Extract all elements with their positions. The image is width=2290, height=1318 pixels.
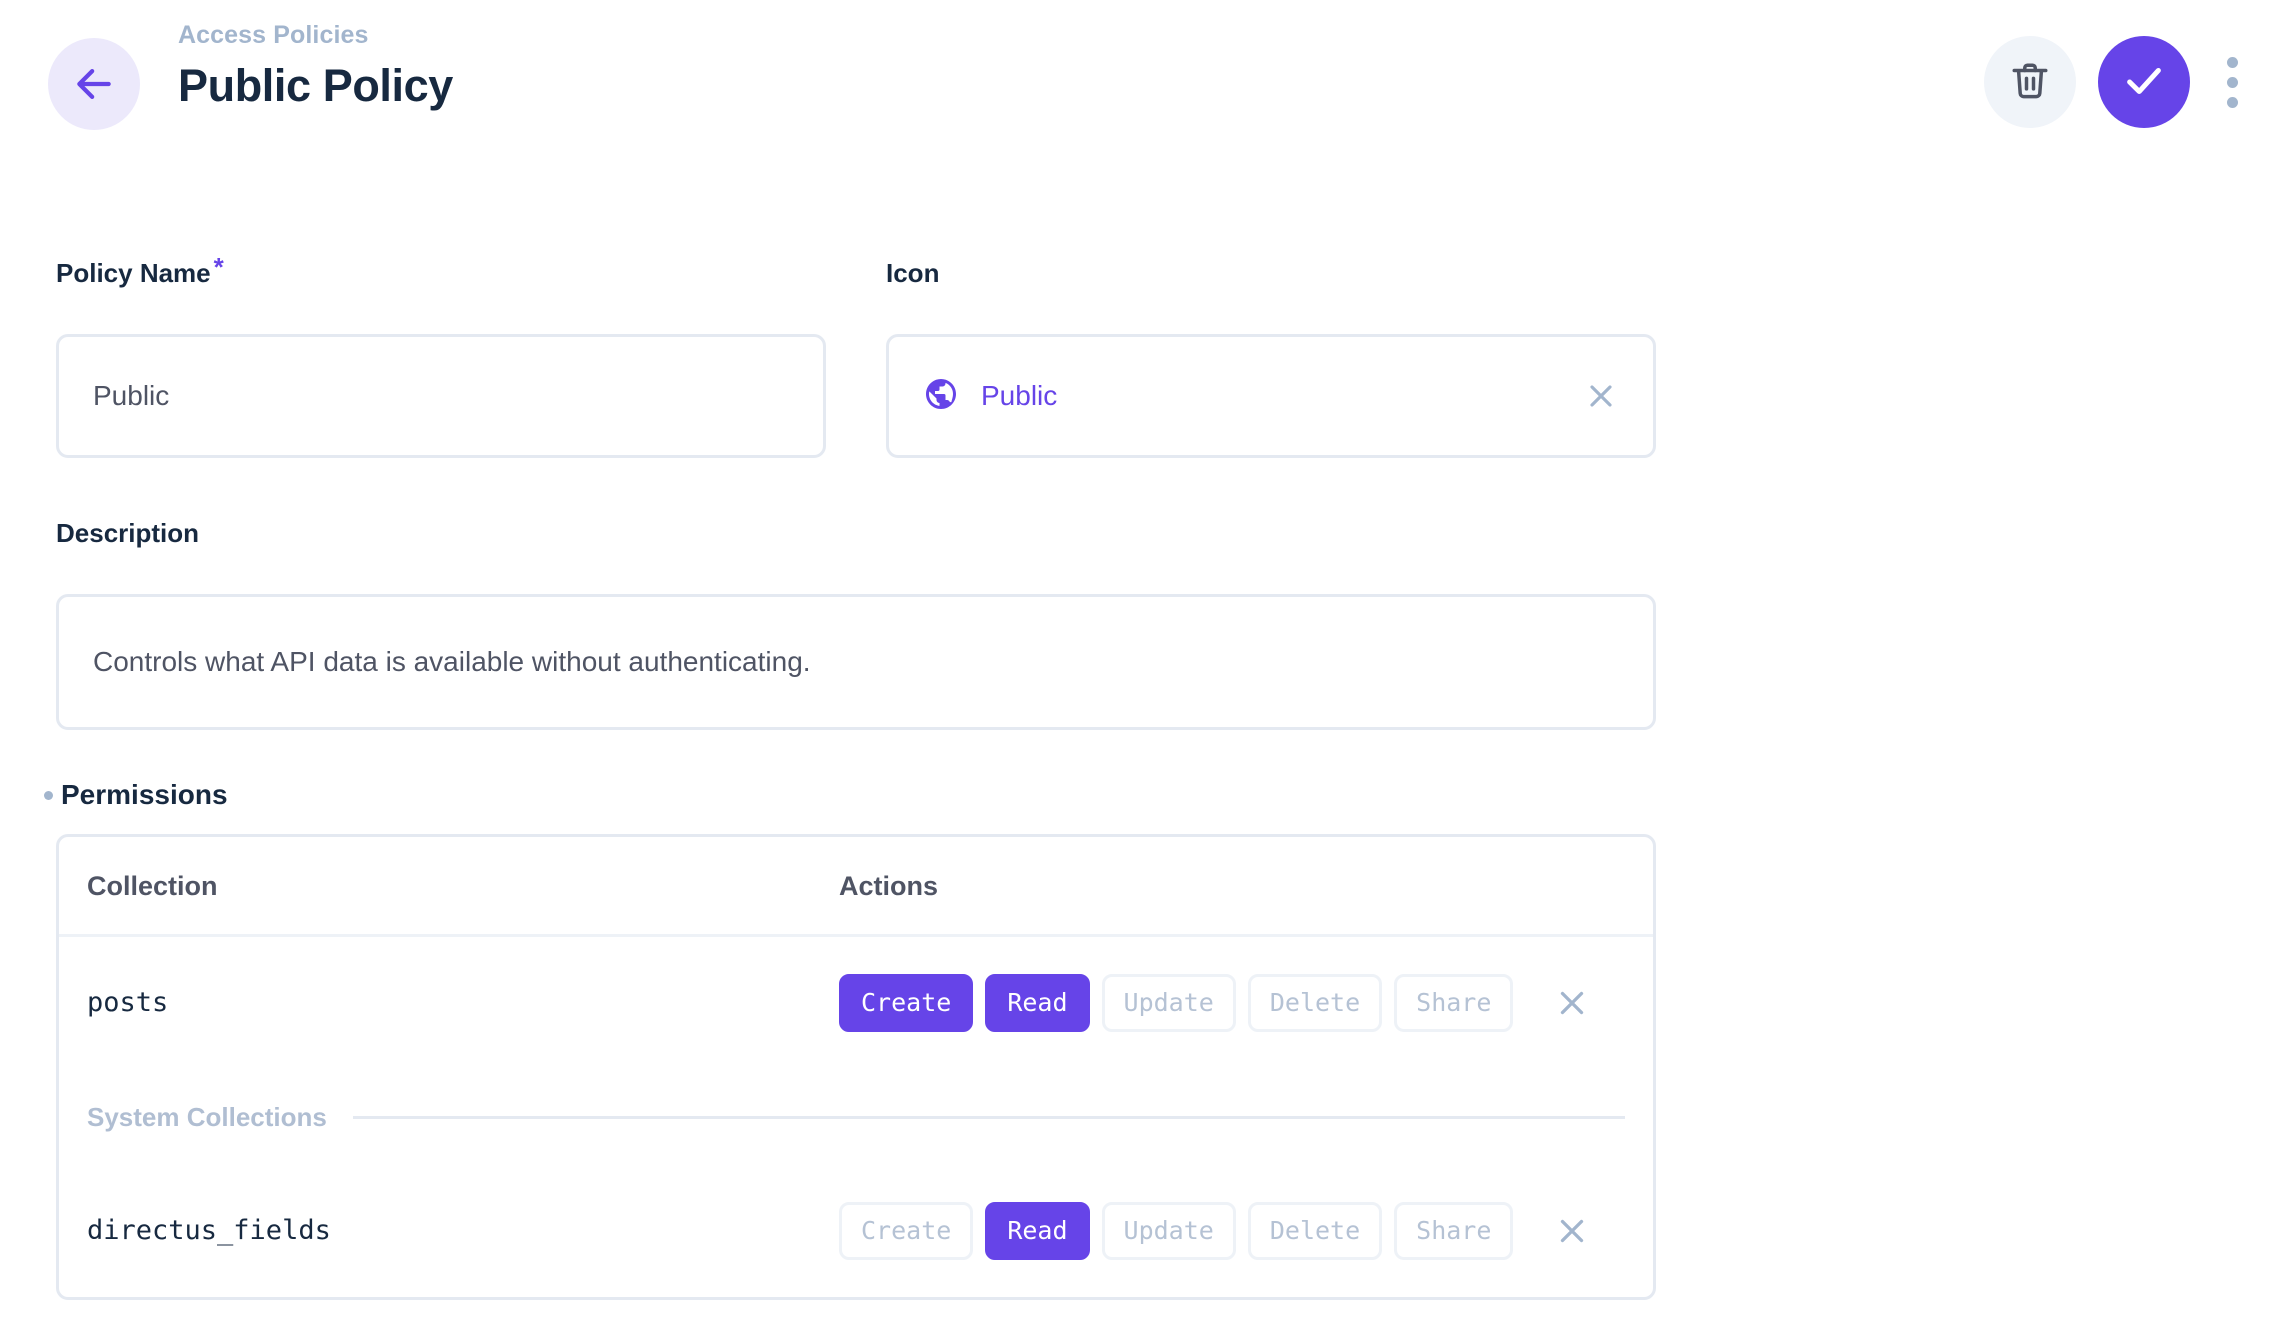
kebab-dot-3: [2226, 96, 2238, 108]
description-label: Description: [56, 516, 1656, 550]
breadcrumb[interactable]: Access Policies: [178, 21, 369, 49]
action-pill-create[interactable]: Create: [839, 1202, 974, 1260]
actions-cell: Create Read Update Delete Share: [839, 1202, 1653, 1260]
more-options-button[interactable]: [2212, 36, 2252, 128]
back-button[interactable]: [48, 38, 140, 130]
delete-button[interactable]: [1984, 36, 2076, 128]
description-input[interactable]: Controls what API data is available with…: [56, 594, 1656, 730]
trash-icon: [2009, 60, 2051, 105]
icon-field: Icon Public: [886, 256, 1656, 458]
page-title: Public Policy: [178, 60, 453, 111]
collection-name: posts: [87, 987, 169, 1018]
save-button[interactable]: [2098, 36, 2190, 128]
description-value: Controls what API data is available with…: [93, 646, 811, 677]
icon-label: Icon: [886, 256, 1656, 290]
section-bullet-icon: [44, 790, 53, 800]
page-header: Access Policies Public Policy: [0, 0, 2290, 160]
description-field: Description Controls what API data is av…: [56, 516, 1656, 730]
icon-input[interactable]: Public: [886, 334, 1656, 458]
permissions-title: Permissions: [61, 779, 228, 810]
remove-collection-button[interactable]: [1553, 1212, 1591, 1250]
remove-collection-button[interactable]: [1553, 984, 1591, 1022]
action-pill-share[interactable]: Share: [1394, 1202, 1514, 1260]
action-pill-update[interactable]: Update: [1101, 974, 1236, 1032]
action-pill-share[interactable]: Share: [1394, 974, 1514, 1032]
globe-icon: [923, 376, 959, 417]
icon-input-inner: Public: [923, 376, 1619, 417]
column-header-actions: Actions: [839, 870, 939, 901]
header-actions: [1984, 36, 2252, 128]
policy-name-input[interactable]: Public: [56, 334, 826, 458]
policy-name-label-text: Policy Name: [56, 258, 211, 288]
policy-name-field: Policy Name * Public: [56, 252, 826, 458]
action-pill-group: Create Read Update Delete Share: [839, 1202, 1653, 1260]
arrow-left-icon: [72, 62, 116, 106]
icon-value: Public: [981, 380, 1058, 411]
action-pill-group: Create Read Update Delete Share: [839, 974, 1653, 1032]
policy-name-value: Public: [93, 380, 170, 411]
check-icon: [2121, 58, 2167, 107]
collection-name: directus_fields: [87, 1215, 331, 1246]
fields-row-1: Policy Name * Public Icon: [0, 252, 2290, 458]
permissions-table-header: Collection Actions: [59, 837, 1653, 937]
action-pill-read[interactable]: Read: [985, 974, 1090, 1032]
table-row: posts Create Read Update Delete Share: [59, 937, 1653, 1069]
title-block: Access Policies Public Policy: [178, 18, 453, 116]
policy-name-label: Policy Name *: [56, 252, 826, 290]
divider-line: [352, 1115, 1625, 1119]
actions-cell: Create Read Update Delete Share: [839, 974, 1653, 1032]
required-marker: *: [213, 252, 224, 282]
action-pill-delete[interactable]: Delete: [1247, 1202, 1383, 1260]
kebab-dot-1: [2226, 56, 2238, 68]
icon-clear-button[interactable]: [1583, 378, 1619, 414]
action-pill-create[interactable]: Create: [839, 974, 974, 1032]
column-header-collection: Collection: [87, 870, 218, 901]
description-label-text: Description: [56, 518, 200, 548]
system-collections-divider: System Collections: [59, 1069, 1653, 1165]
action-pill-delete[interactable]: Delete: [1247, 974, 1383, 1032]
action-pill-update[interactable]: Update: [1101, 1202, 1236, 1260]
permissions-table: Collection Actions posts Create Read Upd…: [56, 834, 1656, 1300]
kebab-dot-2: [2226, 76, 2238, 88]
permissions-heading: Permissions: [44, 778, 228, 812]
system-collections-label: System Collections: [87, 1102, 327, 1132]
action-pill-read[interactable]: Read: [985, 1202, 1090, 1260]
table-row: directus_fields Create Read Update Delet…: [59, 1165, 1653, 1297]
icon-label-text: Icon: [886, 258, 940, 288]
